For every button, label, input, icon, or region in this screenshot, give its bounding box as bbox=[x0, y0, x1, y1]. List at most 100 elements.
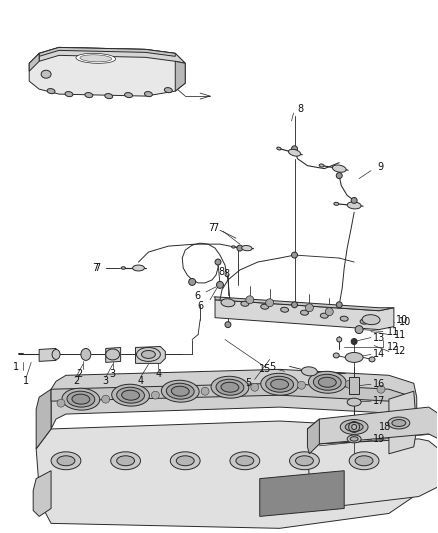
Text: 18: 18 bbox=[379, 422, 391, 432]
Ellipse shape bbox=[355, 456, 373, 466]
Ellipse shape bbox=[117, 456, 134, 466]
Ellipse shape bbox=[52, 350, 60, 359]
Ellipse shape bbox=[221, 382, 239, 392]
Ellipse shape bbox=[349, 452, 379, 470]
Ellipse shape bbox=[47, 88, 55, 94]
Ellipse shape bbox=[369, 357, 375, 362]
Ellipse shape bbox=[51, 452, 81, 470]
Text: 8: 8 bbox=[223, 269, 229, 279]
Ellipse shape bbox=[171, 386, 189, 396]
Ellipse shape bbox=[81, 349, 91, 360]
Polygon shape bbox=[29, 47, 185, 96]
Ellipse shape bbox=[332, 165, 346, 172]
Ellipse shape bbox=[314, 374, 341, 390]
Text: 12: 12 bbox=[394, 346, 406, 357]
Ellipse shape bbox=[133, 265, 145, 271]
Circle shape bbox=[152, 391, 159, 399]
Circle shape bbox=[225, 321, 231, 328]
Polygon shape bbox=[349, 377, 359, 394]
Polygon shape bbox=[39, 47, 175, 56]
Text: 12: 12 bbox=[387, 343, 399, 352]
Ellipse shape bbox=[106, 349, 120, 360]
Ellipse shape bbox=[125, 93, 133, 98]
Text: 7: 7 bbox=[212, 223, 218, 233]
Polygon shape bbox=[175, 61, 185, 91]
Polygon shape bbox=[33, 471, 51, 516]
Circle shape bbox=[336, 173, 342, 179]
Text: 16: 16 bbox=[373, 379, 385, 389]
Circle shape bbox=[251, 383, 259, 391]
Text: 15: 15 bbox=[259, 365, 272, 374]
Text: 8: 8 bbox=[219, 267, 225, 277]
Circle shape bbox=[351, 338, 357, 344]
Ellipse shape bbox=[161, 380, 199, 402]
Ellipse shape bbox=[362, 314, 380, 325]
Circle shape bbox=[266, 299, 274, 307]
Ellipse shape bbox=[271, 379, 289, 389]
Ellipse shape bbox=[337, 337, 342, 342]
Ellipse shape bbox=[117, 387, 145, 403]
Ellipse shape bbox=[105, 94, 113, 99]
Ellipse shape bbox=[112, 384, 149, 406]
Ellipse shape bbox=[320, 313, 328, 318]
Ellipse shape bbox=[166, 383, 194, 399]
Ellipse shape bbox=[360, 319, 368, 324]
Circle shape bbox=[189, 278, 196, 285]
Ellipse shape bbox=[221, 299, 235, 307]
Polygon shape bbox=[260, 471, 344, 516]
Text: 9: 9 bbox=[377, 161, 383, 172]
Ellipse shape bbox=[62, 388, 100, 410]
Circle shape bbox=[345, 380, 353, 388]
Ellipse shape bbox=[141, 351, 155, 358]
Ellipse shape bbox=[277, 147, 281, 150]
Circle shape bbox=[237, 245, 243, 251]
Circle shape bbox=[352, 424, 357, 430]
Ellipse shape bbox=[65, 92, 73, 96]
Circle shape bbox=[292, 252, 297, 258]
Ellipse shape bbox=[308, 372, 346, 393]
Ellipse shape bbox=[300, 310, 308, 315]
Text: 1: 1 bbox=[13, 362, 19, 373]
Text: 14: 14 bbox=[373, 350, 385, 359]
Polygon shape bbox=[39, 349, 56, 361]
Polygon shape bbox=[39, 47, 185, 63]
Polygon shape bbox=[307, 419, 319, 454]
Ellipse shape bbox=[76, 53, 116, 63]
Ellipse shape bbox=[340, 419, 368, 434]
Ellipse shape bbox=[230, 452, 260, 470]
Ellipse shape bbox=[340, 316, 348, 321]
Circle shape bbox=[246, 296, 254, 304]
Text: 19: 19 bbox=[373, 434, 385, 444]
Circle shape bbox=[102, 395, 110, 403]
Polygon shape bbox=[36, 421, 417, 528]
Circle shape bbox=[216, 281, 223, 288]
Text: 17: 17 bbox=[373, 396, 385, 406]
Text: 6: 6 bbox=[194, 291, 200, 301]
Ellipse shape bbox=[347, 202, 361, 209]
Text: 3: 3 bbox=[110, 369, 116, 379]
Circle shape bbox=[305, 304, 314, 312]
Ellipse shape bbox=[350, 437, 358, 441]
Text: 10: 10 bbox=[399, 317, 411, 327]
Circle shape bbox=[325, 308, 333, 316]
Text: 7: 7 bbox=[95, 263, 101, 273]
Ellipse shape bbox=[57, 456, 75, 466]
Ellipse shape bbox=[281, 307, 289, 312]
Circle shape bbox=[57, 399, 65, 407]
Ellipse shape bbox=[392, 419, 406, 426]
Ellipse shape bbox=[67, 391, 95, 407]
Ellipse shape bbox=[176, 456, 194, 466]
Ellipse shape bbox=[345, 423, 363, 431]
Text: 3: 3 bbox=[102, 376, 109, 386]
Ellipse shape bbox=[261, 304, 268, 309]
Text: 2: 2 bbox=[73, 376, 79, 386]
Ellipse shape bbox=[334, 203, 339, 205]
Text: 7: 7 bbox=[208, 223, 214, 233]
Polygon shape bbox=[307, 407, 438, 444]
Ellipse shape bbox=[85, 93, 93, 98]
Ellipse shape bbox=[290, 452, 319, 470]
Text: 8: 8 bbox=[297, 104, 304, 114]
Text: 4: 4 bbox=[155, 369, 162, 379]
Polygon shape bbox=[51, 383, 414, 409]
Circle shape bbox=[201, 387, 209, 395]
